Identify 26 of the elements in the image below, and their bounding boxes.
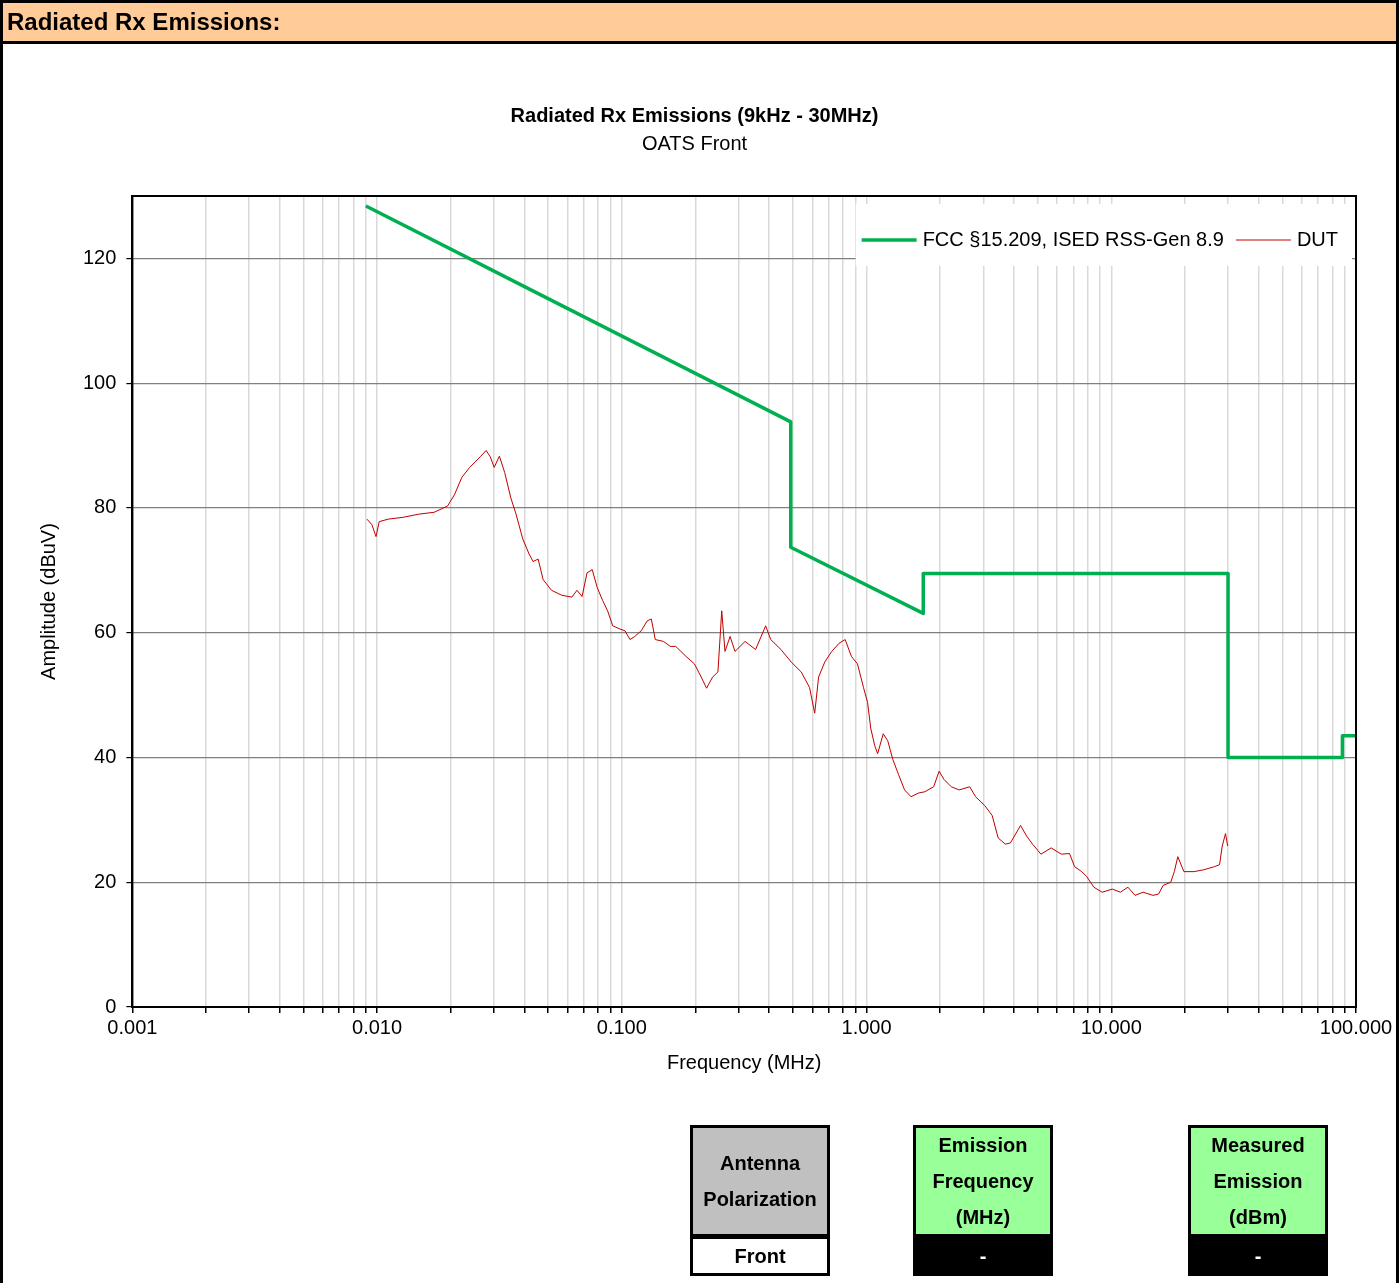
x-tick-label: 1.000 xyxy=(841,1015,892,1038)
text: Radiated Rx Emissions: xyxy=(3,0,1396,44)
category-label: Measured Emission (dBm) xyxy=(1188,1125,1328,1237)
x-tick-label: 10.000 xyxy=(1080,1015,1142,1038)
y-tick-label: 80 xyxy=(94,495,117,518)
y-tick-label: 40 xyxy=(94,744,117,767)
x-tick-label: 0.010 xyxy=(352,1015,403,1038)
text: Front xyxy=(734,1245,786,1267)
legend-label: DUT xyxy=(1296,227,1339,250)
x-axis-title: Frequency (MHz) xyxy=(666,1050,822,1073)
y-tick-label: 60 xyxy=(94,620,117,643)
chart-subtitle: OATS Front xyxy=(641,131,748,154)
x-tick-label: 0.001 xyxy=(107,1015,158,1038)
category-label: Emission Frequency (MHz) xyxy=(913,1125,1053,1237)
x-tick-label: 100.000 xyxy=(1319,1015,1393,1038)
text: - xyxy=(1254,1245,1262,1267)
chart-title: Radiated Rx Emissions (9kHz - 30MHz) xyxy=(510,103,879,126)
y-tick-label: 120 xyxy=(82,245,117,268)
legend-label: FCC §15.209, ISED RSS-Gen 8.9 xyxy=(922,227,1224,250)
category-label: Antenna Polarization xyxy=(690,1125,830,1237)
x-tick-label: 0.100 xyxy=(596,1015,647,1038)
y-tick-label: 20 xyxy=(94,869,117,892)
y-tick-label: 0 xyxy=(105,994,117,1017)
text: - xyxy=(979,1245,987,1267)
y-tick-label: 100 xyxy=(82,370,117,393)
y-axis-title: Amplitude (dBuV) xyxy=(36,523,59,680)
